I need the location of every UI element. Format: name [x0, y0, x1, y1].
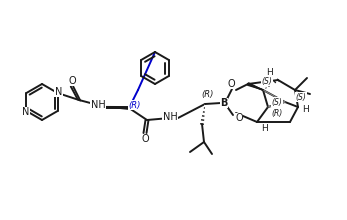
Text: O: O — [68, 76, 76, 86]
Text: O: O — [141, 134, 149, 144]
Text: NH: NH — [163, 112, 177, 122]
Polygon shape — [102, 106, 129, 109]
Text: (R): (R) — [202, 90, 214, 99]
Text: N: N — [22, 107, 29, 117]
Text: (R): (R) — [129, 101, 141, 110]
Text: H: H — [262, 123, 268, 132]
Text: (S): (S) — [262, 77, 272, 86]
Text: NH: NH — [91, 100, 105, 110]
Text: H: H — [303, 104, 310, 114]
Text: (S): (S) — [272, 97, 282, 106]
Text: (S): (S) — [296, 92, 306, 101]
Text: (R): (R) — [271, 108, 282, 117]
Text: O: O — [227, 79, 235, 89]
Text: O: O — [235, 113, 243, 123]
Text: N: N — [55, 87, 62, 97]
Polygon shape — [247, 83, 263, 90]
Text: B: B — [220, 98, 228, 108]
Text: H: H — [266, 68, 273, 77]
